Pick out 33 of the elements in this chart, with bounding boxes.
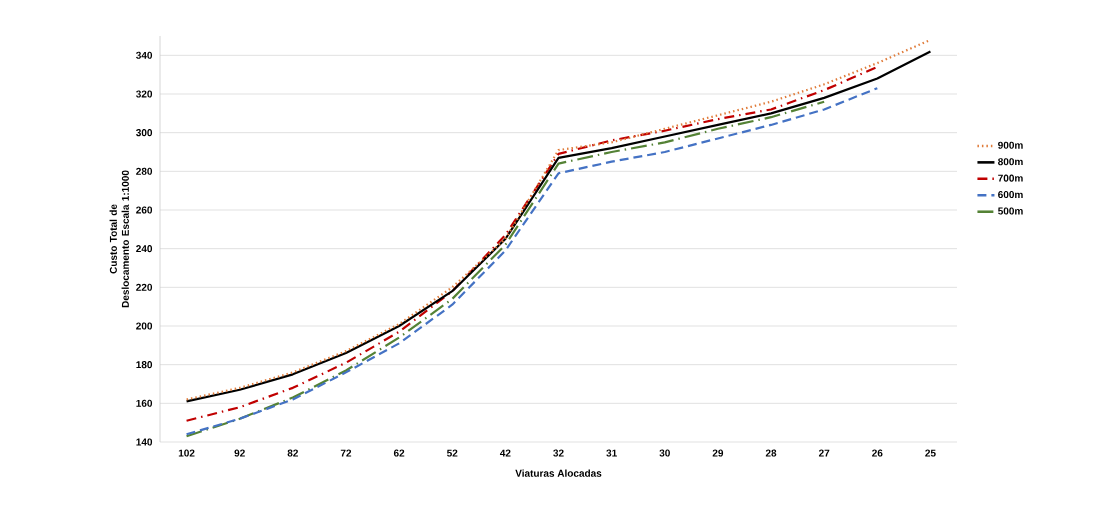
y-tick-label: 340 <box>136 51 153 59</box>
x-tick-label: 42 <box>499 449 511 457</box>
x-tick-label: 29 <box>712 449 724 457</box>
x-tick-label: 28 <box>765 449 777 457</box>
legend-label: 700m <box>998 174 1023 182</box>
x-tick-label: 62 <box>393 449 405 457</box>
y-tick-label: 300 <box>136 129 153 137</box>
x-axis-title: Viaturas Alocadas <box>515 469 602 477</box>
y-axis-title: Custo Total de Deslocamento Escala 1:1000 <box>109 170 129 308</box>
y-tick-label: 140 <box>136 438 153 446</box>
x-tick-label: 52 <box>446 449 458 457</box>
x-tick-label: 25 <box>925 449 936 457</box>
x-tick-label: 27 <box>818 449 830 457</box>
x-tick-label: 32 <box>553 449 564 457</box>
x-tick-label: 30 <box>659 449 670 457</box>
x-tick-label: 72 <box>340 449 352 457</box>
y-tick-label: 220 <box>136 283 153 291</box>
y-tick-label: 180 <box>136 361 153 369</box>
legend-label: 500m <box>998 207 1023 215</box>
y-tick-label: 260 <box>136 206 153 214</box>
x-tick-label: 92 <box>234 449 245 457</box>
x-tick-label: 82 <box>287 449 298 457</box>
legend-label: 900m <box>998 141 1023 149</box>
x-tick-label: 31 <box>606 449 617 457</box>
y-tick-label: 280 <box>136 167 153 175</box>
y-tick-label: 160 <box>136 399 153 407</box>
x-tick-label: 26 <box>872 449 883 457</box>
x-tick-label: 102 <box>178 449 195 457</box>
legend-label: 800m <box>998 158 1023 166</box>
y-tick-label: 240 <box>136 245 153 253</box>
legend-label: 600m <box>998 191 1023 199</box>
y-tick-label: 200 <box>136 322 153 330</box>
y-tick-label: 320 <box>136 90 153 98</box>
